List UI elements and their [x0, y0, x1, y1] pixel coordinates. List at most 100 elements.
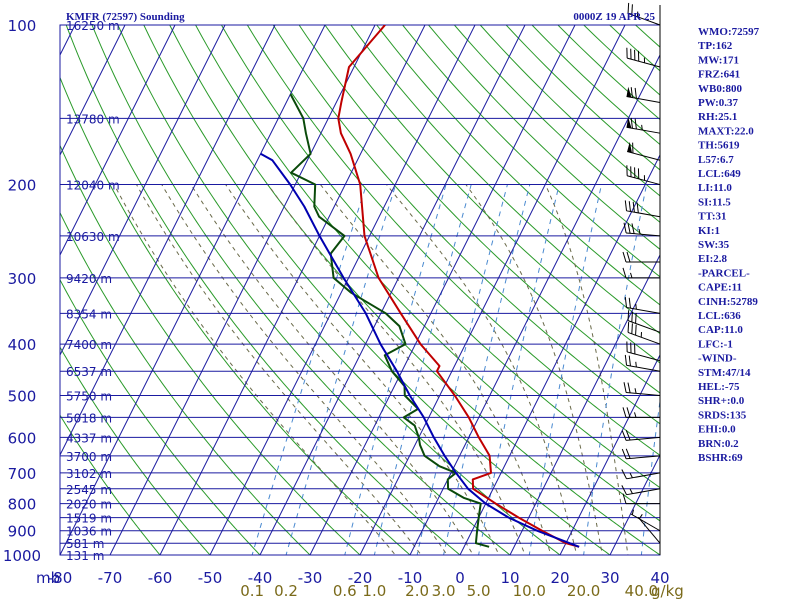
wind-barb	[627, 141, 661, 161]
moist-adiabat-line	[225, 184, 500, 555]
height-label: 3102 m	[66, 467, 112, 481]
height-label: 9420 m	[66, 272, 112, 286]
wind-barb	[621, 430, 661, 441]
wind-barb-staff	[626, 436, 661, 441]
wind-barb-full	[630, 117, 633, 129]
temperature-tick-label: -20	[348, 569, 373, 587]
index-line: SI:11.5	[698, 196, 731, 208]
index-line: CAP:11.0	[698, 324, 743, 336]
height-label: 131 m	[66, 549, 104, 563]
wind-barb-full	[626, 251, 631, 263]
wind-barb-full	[621, 430, 627, 441]
wind-barb-half	[639, 514, 643, 519]
wind-barb-full	[634, 87, 637, 99]
wind-barb-staff	[637, 516, 661, 544]
pressure-tick-label: 400	[8, 336, 37, 354]
dry-adiabat-line	[169, 25, 660, 555]
wind-barb-full	[635, 312, 637, 324]
temperature-tick-label: -70	[98, 569, 123, 587]
dry-adiabat-line	[220, 25, 660, 489]
wind-barb-staff	[630, 513, 661, 532]
mixing-ratio-line	[640, 397, 660, 555]
wind-barb-full	[622, 251, 627, 263]
dry-adiabat-line	[195, 25, 660, 522]
mixing-ratio-label: 20.0	[567, 582, 600, 600]
height-label: 3700 m	[66, 450, 112, 464]
profile-line-1	[337, 25, 580, 548]
isotherm-line	[509, 253, 660, 555]
wind-barb	[622, 407, 660, 418]
wind-barb	[627, 322, 661, 345]
mixing-ratio-line	[344, 184, 447, 555]
wind-barb-full	[621, 469, 627, 480]
temperature-tick-label: 40	[650, 569, 669, 587]
wind-barb	[624, 297, 661, 314]
moist-adiabat-line	[267, 184, 526, 555]
mixing-ratio-line	[443, 184, 531, 555]
moist-adiabat-line	[544, 184, 629, 555]
wind-barb-full	[623, 382, 627, 393]
pressure-tick-label: 500	[8, 387, 37, 405]
index-line: LCL:649	[698, 168, 741, 180]
wind-barb-full	[634, 118, 637, 130]
wind-barb-staff	[627, 57, 661, 68]
mixing-ratio-label: 5.0	[467, 582, 491, 600]
wind-barb-staff	[627, 351, 661, 362]
mixing-ratio-label: 0.6	[333, 582, 357, 600]
isotherm-line	[359, 25, 626, 555]
height-label: 5750 m	[66, 389, 112, 403]
height-label: 10630 m	[66, 230, 120, 244]
index-line: TP:162	[698, 40, 733, 52]
mixing-ratio-line	[478, 184, 560, 555]
mixing-ratio-line	[416, 184, 508, 555]
isotherm-line	[559, 353, 660, 555]
pressure-tick-label: 700	[8, 465, 37, 483]
index-line: L57:6.7	[698, 154, 734, 166]
mixing-ratio-label: 0.2	[274, 582, 298, 600]
index-line: MW:171	[698, 54, 739, 66]
wind-barb	[626, 117, 661, 134]
height-label: 6537 m	[66, 365, 112, 379]
wind-barb-full	[628, 297, 631, 309]
dry-adiabat-line	[143, 25, 611, 555]
wind-barb-half	[629, 472, 633, 478]
isotherm-line	[209, 25, 476, 555]
wind-barb-full	[622, 407, 627, 418]
height-label: 2020 m	[66, 498, 112, 512]
dry-adiabat-line	[376, 25, 660, 306]
wind-barb-full	[622, 267, 627, 279]
wind-barb-half	[641, 124, 643, 131]
index-line: WB0:800	[698, 83, 743, 95]
index-line: LFC:-1	[698, 338, 733, 350]
pressure-tick-label: 100	[8, 17, 37, 35]
mixing-ratio-line	[583, 184, 648, 555]
mixing-ratio-line	[285, 184, 397, 555]
dry-adiabat-line	[427, 25, 660, 250]
pressure-tick-label: 800	[8, 496, 37, 514]
moist-adiabat-line	[136, 184, 422, 555]
isotherm-line	[60, 25, 326, 555]
pressure-tick-label: 1000	[3, 547, 41, 565]
index-line: BRN:0.2	[698, 438, 739, 450]
index-line: EI:2.8	[698, 253, 728, 265]
pressure-tick-label: 200	[8, 177, 37, 195]
height-label: 13780 m	[66, 112, 120, 126]
wind-barb	[626, 86, 661, 103]
mixing-ratio-line	[251, 184, 367, 555]
isotherm-line	[60, 25, 226, 357]
height-label: 12040 m	[66, 179, 120, 193]
pressure-tick-label: 900	[8, 523, 37, 541]
wind-barb	[622, 493, 660, 505]
wind-barb	[622, 251, 660, 263]
wind-barb-flag	[627, 141, 632, 153]
dry-adiabat-line	[117, 25, 561, 555]
index-line: WMO:72597	[698, 26, 760, 38]
stability-indices-panel: WMO:72597 TP:162 MW:171 FRZ:641 WB0:800 PW:0.…	[698, 26, 760, 464]
dry-adiabat-line	[60, 144, 361, 555]
height-label: 8354 m	[66, 307, 112, 321]
wind-barb	[621, 469, 661, 480]
wind-barb-full	[625, 448, 631, 459]
wind-barb	[626, 47, 661, 68]
temperature-tick-label: 20	[550, 569, 569, 587]
